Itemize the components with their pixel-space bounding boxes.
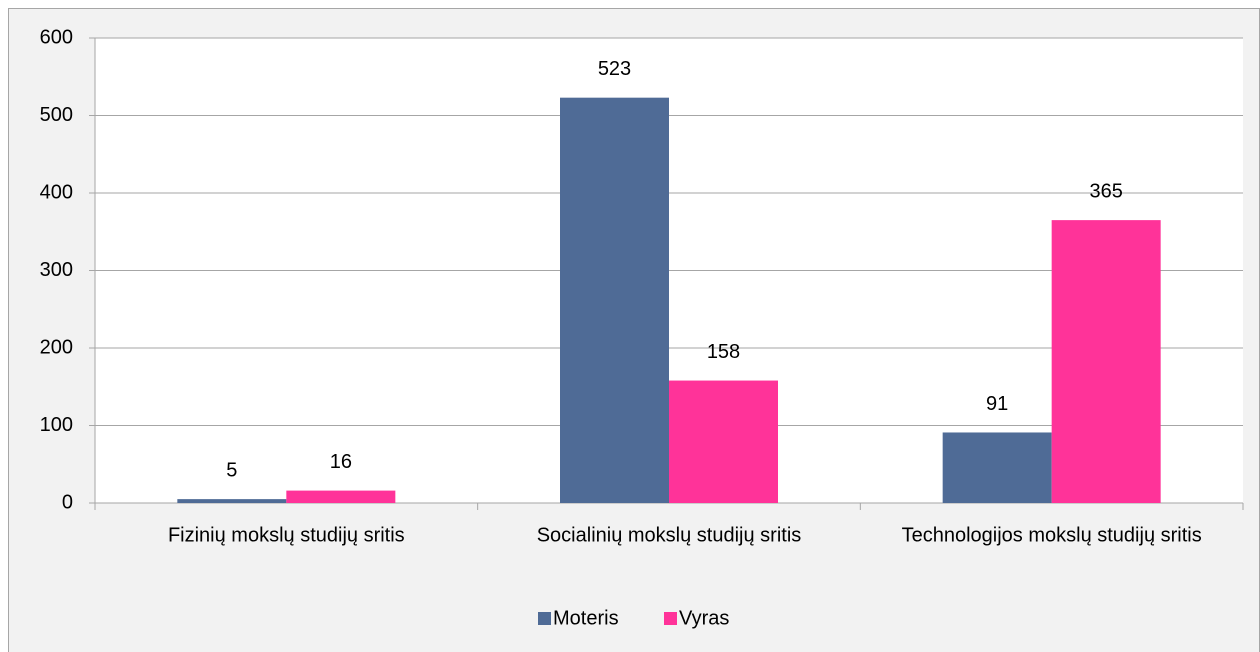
legend-label: Moteris [553, 607, 619, 629]
data-label: 91 [986, 393, 1008, 415]
legend-swatch [538, 612, 551, 625]
bar [286, 490, 396, 503]
y-tick-label: 500 [40, 104, 73, 126]
y-tick-label: 600 [40, 26, 73, 48]
y-tick-label: 200 [40, 336, 73, 358]
data-label: 16 [330, 451, 352, 473]
data-label: 365 [1089, 180, 1122, 202]
legend-label: Vyras [679, 607, 729, 629]
data-label: 5 [226, 459, 237, 481]
bar [177, 499, 287, 503]
x-tick-label: Fizinių mokslų studijų sritis [168, 524, 405, 546]
legend-swatch [664, 612, 677, 625]
x-tick-label: Socialinių mokslų studijų sritis [537, 524, 802, 546]
y-tick-label: 100 [40, 414, 73, 436]
y-tick-label: 300 [40, 259, 73, 281]
y-tick-label: 400 [40, 181, 73, 203]
bar [1051, 220, 1161, 503]
y-tick-label: 0 [62, 491, 73, 513]
data-label: 158 [707, 341, 740, 363]
bar [560, 97, 669, 504]
x-tick-label: Technologijos mokslų studijų sritis [902, 524, 1202, 546]
bar [669, 380, 778, 503]
data-label: 523 [598, 58, 631, 80]
bar [942, 432, 1052, 503]
